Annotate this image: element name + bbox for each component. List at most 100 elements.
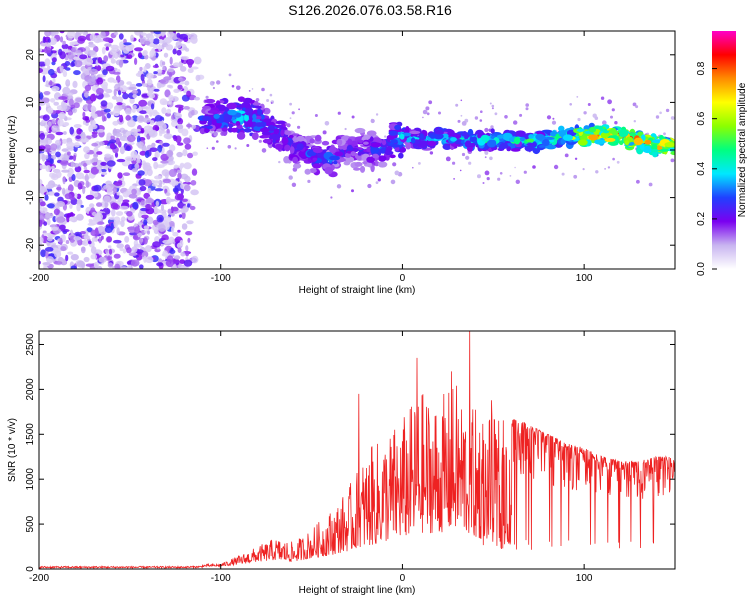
noise-blob xyxy=(74,165,82,173)
noise-blob xyxy=(162,250,168,257)
noise-blob xyxy=(176,32,181,38)
ridge-blob xyxy=(259,127,270,133)
noise-blob xyxy=(61,169,70,173)
ridge-blob xyxy=(274,143,283,150)
noise-blob xyxy=(92,157,99,163)
ridge-blob xyxy=(257,108,263,116)
noise-blob xyxy=(167,84,172,88)
noise-blob xyxy=(186,90,192,98)
ridge-blob xyxy=(405,141,412,150)
y-tick-label: 2000 xyxy=(25,378,36,401)
noise-blob xyxy=(105,248,109,254)
noise-blob xyxy=(162,185,169,192)
noise-blob xyxy=(40,207,48,214)
noise-blob xyxy=(73,142,80,148)
noise-blob xyxy=(93,184,102,192)
scatter-point xyxy=(670,116,675,120)
noise-blob xyxy=(69,216,75,222)
snr-frame xyxy=(38,330,676,570)
scatter-point xyxy=(307,179,311,183)
ridge-blob xyxy=(314,134,322,142)
noise-blob xyxy=(162,142,170,147)
noise-blob xyxy=(108,216,116,220)
noise-blob xyxy=(64,61,71,66)
noise-blob xyxy=(50,143,58,151)
noise-blob xyxy=(171,212,175,217)
scatter-point xyxy=(484,156,487,159)
scatter-point xyxy=(479,119,483,122)
noise-blob xyxy=(134,128,141,132)
noise-blob xyxy=(83,169,90,174)
noise-blob xyxy=(96,151,103,155)
ridge-blob xyxy=(292,156,298,164)
snr-marks xyxy=(39,331,675,569)
noise-blob xyxy=(146,72,154,79)
ridge-blob xyxy=(510,148,521,152)
noise-blob xyxy=(187,152,194,159)
noise-blob xyxy=(73,70,81,76)
noise-blob xyxy=(44,247,54,252)
noise-blob xyxy=(128,86,137,90)
noise-blob xyxy=(171,207,179,212)
noise-blob xyxy=(84,84,92,92)
noise-blob xyxy=(73,236,81,241)
noise-blob xyxy=(183,106,190,110)
noise-blob xyxy=(54,192,60,197)
noise-blob xyxy=(63,131,67,135)
noise-blob xyxy=(183,162,192,170)
noise-blob xyxy=(176,151,183,158)
noise-blob xyxy=(139,150,147,156)
noise-blob xyxy=(50,98,56,103)
noise-blob xyxy=(116,191,121,196)
noise-blob xyxy=(185,231,193,236)
noise-blob xyxy=(180,251,186,257)
ridge-blob xyxy=(350,151,357,157)
noise-blob xyxy=(172,231,179,237)
noise-blob xyxy=(165,196,172,205)
noise-blob xyxy=(69,98,74,107)
ridge-blob xyxy=(548,139,555,143)
noise-blob xyxy=(39,212,46,221)
ridge-blob xyxy=(644,139,652,145)
noise-blob xyxy=(186,123,193,128)
noise-blob xyxy=(94,237,98,243)
noise-blob xyxy=(44,194,49,201)
y-tick-label: 20 xyxy=(25,49,36,61)
noise-blob xyxy=(84,173,89,182)
ridge-blob xyxy=(427,140,437,147)
noise-blob xyxy=(173,88,180,93)
ridge-blob xyxy=(223,113,233,122)
ridge-blob xyxy=(346,144,353,153)
ridge-blob xyxy=(538,144,546,148)
noise-blob xyxy=(168,72,173,78)
ridge-blob xyxy=(343,161,351,166)
noise-blob xyxy=(106,102,114,110)
noise-blob xyxy=(62,138,68,144)
ridge-blob xyxy=(472,136,477,142)
spectrogram-ylabel: Frequency (Hz) xyxy=(7,116,18,185)
noise-blob xyxy=(137,52,143,58)
scatter-point xyxy=(351,115,355,119)
ridge-blob xyxy=(289,146,295,154)
scatter-point xyxy=(452,161,456,165)
noise-blob xyxy=(151,183,158,187)
ridge-blob xyxy=(281,136,289,145)
noise-blob xyxy=(174,104,184,108)
ridge-blob xyxy=(357,139,364,143)
noise-blob xyxy=(40,249,47,258)
noise-blob xyxy=(149,35,155,40)
scatter-point xyxy=(336,184,342,189)
noise-blob xyxy=(112,186,118,194)
ridge-blob xyxy=(370,164,375,173)
ridge-blob xyxy=(259,103,265,111)
ridge-blob xyxy=(429,134,436,139)
noise-blob xyxy=(119,146,125,155)
noise-blob xyxy=(83,166,88,170)
noise-blob xyxy=(90,166,99,175)
scatter-point xyxy=(248,90,251,92)
ridge-blob xyxy=(312,147,323,153)
scatter-point xyxy=(600,96,605,100)
scatter-point xyxy=(494,112,498,116)
snr-panel: -200 -100 0 100 2500 2000 1500 1000 500 0 Height … xyxy=(7,330,676,596)
scatter-point xyxy=(489,102,492,105)
